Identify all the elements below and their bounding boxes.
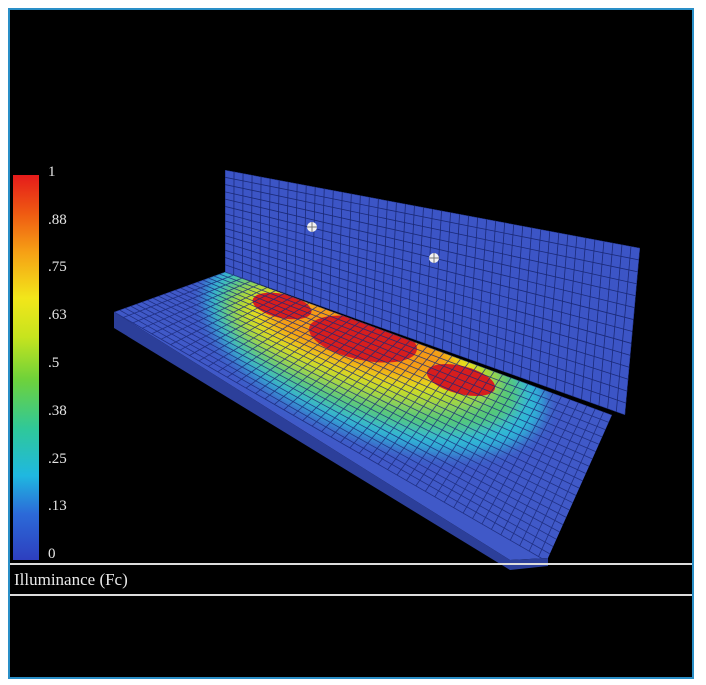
legend-tick-label: .5 xyxy=(48,355,60,371)
visualization-frame: 1 .88 .75 .63 .5 .38 .25 .13 0 Illuminan… xyxy=(8,8,694,679)
back-wall xyxy=(225,170,640,415)
legend-tick-label: .75 xyxy=(48,259,67,275)
legend-tick-label: .63 xyxy=(48,307,67,323)
legend-tick-label: .88 xyxy=(48,212,67,228)
legend-tick-label: 1 xyxy=(48,164,56,180)
color-scale-bar xyxy=(13,175,39,560)
light-fixture-icon xyxy=(429,253,439,263)
hot-spot xyxy=(252,292,312,320)
caption-bar: Illuminance (Fc) xyxy=(10,563,692,596)
unit-caption: Illuminance (Fc) xyxy=(14,570,128,589)
legend-tick-label: .13 xyxy=(48,498,67,514)
legend-tick-label: 0 xyxy=(48,546,56,562)
light-fixture-icon xyxy=(307,222,317,232)
legend-tick-label: .38 xyxy=(48,403,67,419)
legend-tick-label: .25 xyxy=(48,451,67,467)
illuminance-3d-plot xyxy=(114,170,640,570)
